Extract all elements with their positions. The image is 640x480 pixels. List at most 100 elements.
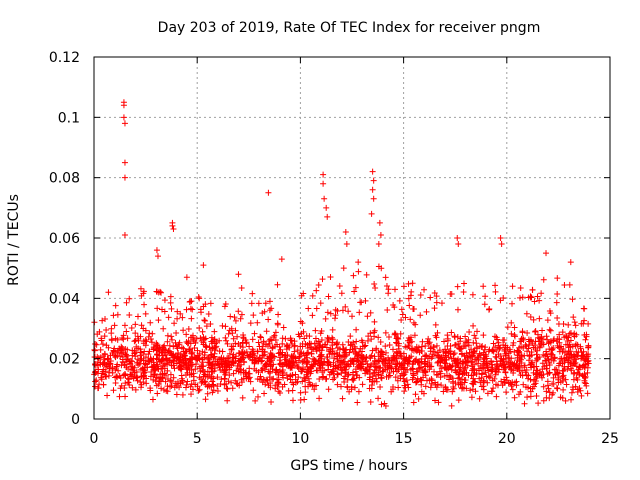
data-point bbox=[118, 343, 125, 350]
data-point bbox=[343, 352, 350, 359]
data-point bbox=[141, 348, 148, 355]
data-point bbox=[484, 390, 491, 397]
data-point bbox=[136, 360, 143, 367]
data-point bbox=[270, 361, 277, 368]
data-point bbox=[201, 317, 208, 324]
data-point bbox=[307, 381, 314, 388]
data-point bbox=[401, 356, 408, 363]
data-point bbox=[340, 354, 347, 361]
data-point bbox=[153, 382, 160, 389]
data-point bbox=[188, 380, 195, 387]
data-point bbox=[245, 375, 252, 382]
data-point bbox=[117, 353, 124, 360]
data-point bbox=[115, 367, 122, 374]
data-point bbox=[168, 333, 175, 340]
data-point-outlier bbox=[121, 159, 128, 166]
data-point bbox=[417, 376, 424, 383]
data-point bbox=[395, 335, 402, 342]
data-point bbox=[511, 333, 518, 340]
data-point bbox=[363, 358, 370, 365]
data-point bbox=[122, 372, 129, 379]
data-point bbox=[143, 361, 150, 368]
data-point bbox=[271, 332, 278, 339]
data-point bbox=[371, 318, 378, 325]
data-point bbox=[173, 343, 180, 350]
data-point bbox=[491, 375, 498, 382]
data-point bbox=[393, 335, 400, 342]
data-point bbox=[267, 336, 274, 343]
data-point bbox=[301, 374, 308, 381]
data-point bbox=[561, 355, 568, 362]
data-point bbox=[207, 321, 214, 328]
data-point bbox=[92, 378, 99, 385]
data-point bbox=[257, 333, 264, 340]
data-point bbox=[565, 355, 572, 362]
data-point bbox=[164, 383, 171, 390]
data-point bbox=[129, 384, 136, 391]
data-point bbox=[516, 294, 523, 301]
data-point bbox=[261, 308, 268, 315]
data-point-outlier bbox=[265, 189, 272, 196]
data-point bbox=[350, 371, 357, 378]
data-point bbox=[320, 373, 327, 380]
data-point bbox=[554, 342, 561, 349]
data-point bbox=[438, 300, 445, 307]
data-point bbox=[137, 352, 144, 359]
data-point bbox=[256, 343, 263, 350]
data-point-outlier bbox=[200, 262, 207, 269]
data-point bbox=[579, 372, 586, 379]
data-point bbox=[567, 337, 574, 344]
data-point bbox=[236, 382, 243, 389]
data-point bbox=[182, 384, 189, 391]
data-point bbox=[183, 366, 190, 373]
data-point bbox=[179, 391, 186, 398]
data-point bbox=[159, 370, 166, 377]
data-point bbox=[394, 377, 401, 384]
data-point bbox=[526, 353, 533, 360]
data-point bbox=[519, 328, 526, 335]
data-point bbox=[485, 373, 492, 380]
data-point bbox=[291, 338, 298, 345]
data-point bbox=[376, 365, 383, 372]
data-point bbox=[144, 364, 151, 371]
data-point bbox=[461, 379, 468, 386]
data-point bbox=[544, 378, 551, 385]
data-point bbox=[298, 368, 305, 375]
data-point bbox=[117, 385, 124, 392]
data-point bbox=[368, 361, 375, 368]
data-point bbox=[132, 321, 139, 328]
data-point bbox=[572, 353, 579, 360]
data-point bbox=[452, 341, 459, 348]
data-point bbox=[501, 361, 508, 368]
data-point bbox=[316, 395, 323, 402]
data-point bbox=[138, 322, 145, 329]
data-point bbox=[304, 358, 311, 365]
data-point bbox=[372, 372, 379, 379]
data-point bbox=[482, 293, 489, 300]
data-point bbox=[103, 326, 110, 333]
data-point bbox=[201, 336, 208, 343]
data-point bbox=[122, 345, 129, 352]
data-point bbox=[319, 276, 326, 283]
data-point bbox=[509, 300, 516, 307]
data-point bbox=[407, 316, 414, 323]
data-point bbox=[173, 391, 180, 398]
data-point bbox=[569, 343, 576, 350]
data-point bbox=[166, 342, 173, 349]
data-point bbox=[360, 354, 367, 361]
data-point bbox=[569, 296, 576, 303]
data-point bbox=[295, 374, 302, 381]
data-point bbox=[517, 388, 524, 395]
data-point bbox=[421, 286, 428, 293]
data-point bbox=[569, 384, 576, 391]
data-point bbox=[329, 342, 336, 349]
data-point bbox=[303, 332, 310, 339]
data-point bbox=[470, 339, 477, 346]
data-point bbox=[201, 354, 208, 361]
data-point bbox=[155, 317, 162, 324]
data-point bbox=[137, 346, 144, 353]
data-point bbox=[267, 354, 274, 361]
data-point bbox=[137, 333, 144, 340]
data-point bbox=[223, 337, 230, 344]
data-point bbox=[176, 339, 183, 346]
